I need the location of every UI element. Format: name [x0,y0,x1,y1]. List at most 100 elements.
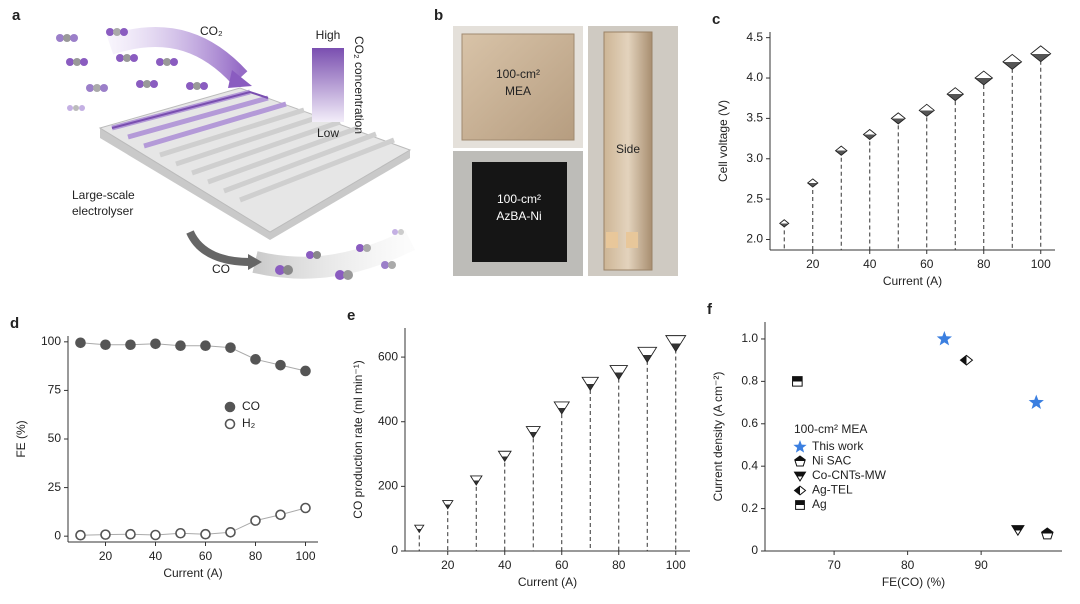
x-tick-label: 60 [920,257,934,271]
y-tick-label: 3.5 [746,111,763,125]
marker [1028,394,1044,410]
legend-high: High [316,28,341,42]
x-tick-label: 40 [149,549,163,563]
marker [974,70,994,86]
legend-label: This work [812,439,864,453]
panel-label: f [707,301,713,318]
x-tick-label: 60 [555,558,569,572]
y-tick-label: 25 [48,480,62,494]
y-tick-label: 0.8 [741,374,758,388]
legend-marker [793,471,807,482]
marker [150,529,161,541]
panel-label: e [347,307,355,324]
photo-caption: 100-cm² [497,192,541,206]
marker [862,128,877,141]
y-tick-label: 400 [378,414,398,428]
legend-label: Ag-TEL [812,483,853,497]
marker [100,339,111,351]
marker [1030,45,1052,63]
marker [497,450,512,463]
marker [175,340,186,352]
molecules-out [275,229,404,280]
legend-marker [224,418,236,430]
marker [175,527,186,539]
x-axis-label: Current (A) [518,575,577,589]
marker [275,509,286,521]
y-tick-label: 4.0 [746,70,763,84]
marker [300,365,311,377]
marker [125,528,136,540]
marker [100,529,111,540]
y-tick-label: 0 [54,528,61,542]
marker [469,475,483,486]
y-tick-label: 75 [48,383,62,397]
legend-title: CO₂ concentration [352,36,366,134]
legend-label: H₂ [242,416,256,430]
y-tick-label: 4.5 [746,30,763,44]
marker [890,112,906,125]
x-tick-label: 80 [977,257,991,271]
panel-label: b [434,7,443,24]
y-tick-label: 1.0 [741,331,758,345]
marker [806,178,819,188]
photo-caption: Side [616,142,640,156]
cell-side [603,31,653,271]
panel-label: a [12,7,21,24]
legend-low: Low [317,126,339,140]
outlet-stream [252,230,415,279]
marker [936,330,952,346]
marker [1010,525,1025,537]
legend-label: CO [242,399,260,413]
x-tick-label: 70 [827,558,841,572]
plate [461,33,575,141]
outlet-label: CO [212,262,230,276]
y-axis-label: CO production rate (ml min⁻¹) [351,360,365,518]
marker [225,526,236,538]
x-tick-label: 80 [901,558,915,572]
fitting [606,232,618,248]
x-tick-label: 80 [249,549,263,563]
x-tick-label: 20 [99,549,113,563]
marker [665,335,687,353]
panel-label: c [712,11,720,28]
series-line [80,342,306,372]
marker [779,219,790,228]
marker [637,346,658,364]
x-tick-label: 90 [974,558,988,572]
marker [225,342,236,353]
x-tick-label: 100 [666,558,686,572]
x-tick-label: 100 [1031,257,1051,271]
x-axis-label: Current (A) [163,566,222,580]
marker [275,359,286,371]
device-label: electrolyser [72,204,133,218]
legend-label: Ag [812,497,827,511]
x-tick-label: 60 [199,549,213,563]
marker [553,401,571,415]
marker [918,103,935,117]
y-tick-label: 0 [751,543,758,557]
panel-label: d [10,315,19,332]
outlet-arrow [186,230,251,266]
y-tick-label: 2.5 [746,191,763,205]
x-tick-label: 40 [863,257,877,271]
marker [525,426,541,439]
x-tick-label: 20 [441,558,455,572]
panel-b: b 100-cm² MEA 100-cm² AzBA-Ni Side [434,7,678,276]
y-tick-label: 0 [391,543,398,557]
legend-marker [793,485,807,496]
marker [150,338,161,350]
x-axis-label: FE(CO) (%) [882,575,945,589]
x-tick-label: 80 [612,558,626,572]
legend-marker [795,500,805,510]
y-axis-label: Cell voltage (V) [716,100,730,182]
charts: c 2.0 2.5 3.0 3.5 4.0 4.5 20 40 60 80 100 Current (A… [10,11,1062,589]
y-tick-label: 0.2 [741,501,758,515]
y-tick-label: 0.6 [741,416,758,430]
x-axis-label: Current (A) [883,274,942,288]
photo-caption: AzBA-Ni [496,209,541,223]
marker [200,340,211,352]
x-tick-label: 40 [498,558,512,572]
y-tick-label: 200 [378,479,398,493]
legend-label: Co-CNTs-MW [812,468,887,482]
